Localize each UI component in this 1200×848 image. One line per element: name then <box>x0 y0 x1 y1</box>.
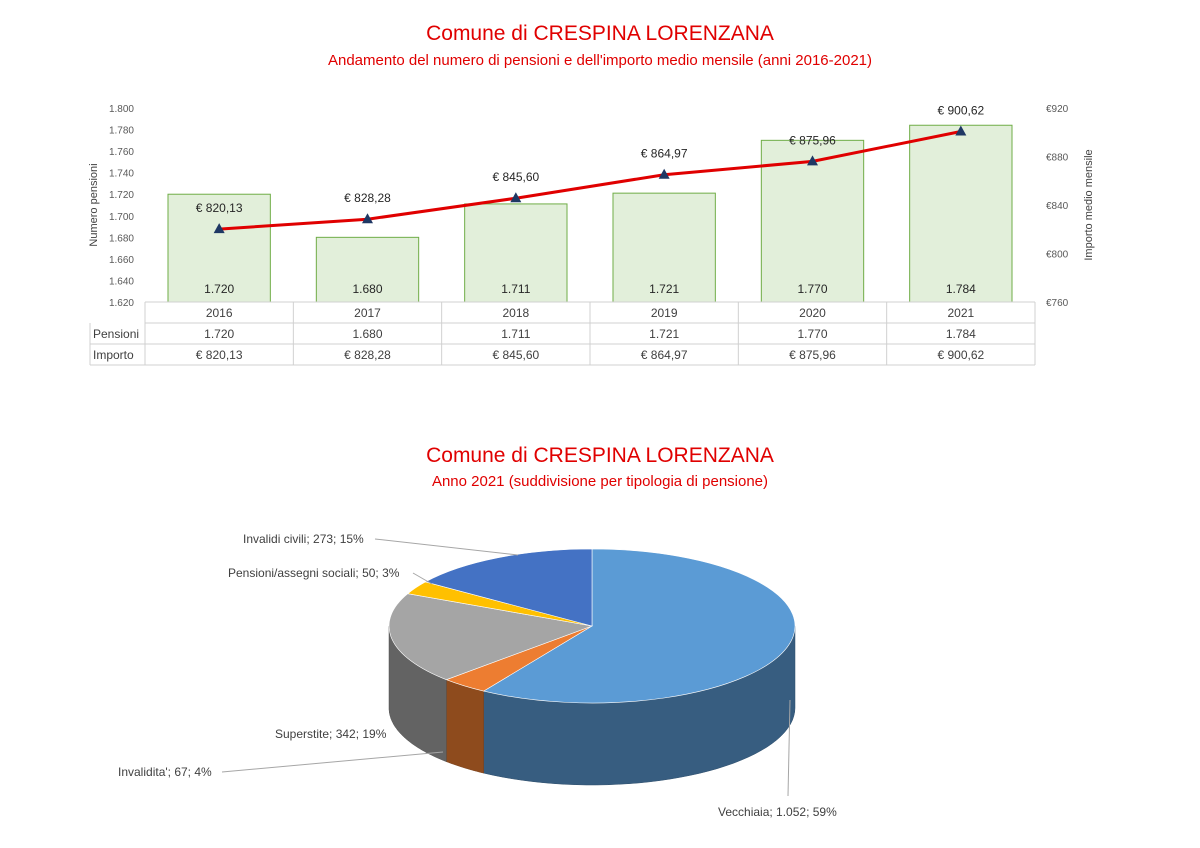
bar <box>315 236 420 303</box>
pie-slice-label: Pensioni/assegni sociali; 50; 3% <box>228 566 400 580</box>
table-cell: € 875,96 <box>789 348 836 362</box>
y-tick-label: 1.740 <box>109 169 134 180</box>
table-cell: € 900,62 <box>937 348 984 362</box>
line-value-label: € 875,96 <box>789 133 836 147</box>
combo-chart: 1.620 1.640 1.660 1.680 1.700 1.720 1.740 1.760… <box>88 103 1095 366</box>
pie-subtitle: Anno 2021 (suddivisione per tipologia di… <box>431 473 769 490</box>
table-row-label: Importo <box>93 348 134 362</box>
x-tick-label: 2018 <box>502 306 529 320</box>
table-cell: 1.784 <box>946 327 976 341</box>
line-marker <box>955 125 967 136</box>
line-marker <box>658 168 670 179</box>
line-marker <box>362 213 373 224</box>
y-tick-label: 1.700 <box>109 212 134 223</box>
line-value-label: € 864,97 <box>641 147 688 161</box>
pie-slice-label: Superstite; 342; 19% <box>275 727 387 741</box>
pie-slice-side <box>446 679 484 774</box>
x-tick-label: 2020 <box>799 306 826 320</box>
pie-slice <box>424 548 593 627</box>
pie-slice <box>482 548 796 704</box>
table-row-label: Pensioni <box>93 327 139 341</box>
bar-value-label: 1.711 <box>501 282 530 296</box>
y-tick-label: 1.800 <box>109 104 134 115</box>
bar-value-label: 1.770 <box>797 282 827 296</box>
pie-leader-line <box>374 538 519 556</box>
table-cell: 1.711 <box>501 327 530 341</box>
line-marker <box>807 155 818 166</box>
y-axis-label: Numero pensioni <box>88 163 100 246</box>
pie-slice-label: Invalidita'; 67; 4% <box>118 765 212 779</box>
bar-value-label: 1.720 <box>204 282 234 296</box>
y-tick-label: 1.660 <box>109 255 134 266</box>
y2-axis-label: Importo medio mensile <box>1083 149 1095 260</box>
y-tick-label: 1.780 <box>109 126 134 137</box>
chart-subtitle: Andamento del numero di pensioni e dell'… <box>327 52 873 69</box>
pie-leader-line <box>412 572 433 585</box>
table-cell: € 864,97 <box>641 348 688 362</box>
y-tick-label: 1.640 <box>109 276 134 287</box>
bar <box>760 139 865 303</box>
pie-slice-side <box>483 625 796 786</box>
chart-title: Comune di CRESPINA LORENZANA <box>426 22 774 45</box>
y2-tick-label: €760 <box>1046 298 1069 309</box>
y2-tick-label: €800 <box>1046 250 1069 261</box>
y-tick-label: 1.680 <box>109 233 134 244</box>
y2-tick-label: €840 <box>1046 201 1069 212</box>
table-cell: 1.680 <box>352 327 382 341</box>
line-series <box>219 130 962 231</box>
pie-slice <box>445 625 593 692</box>
table-cell: 1.721 <box>649 327 679 341</box>
table-cell: 1.770 <box>797 327 827 341</box>
y2-tick-label: €920 <box>1046 104 1069 115</box>
bar-value-label: 1.784 <box>946 282 976 296</box>
x-tick-label: 2021 <box>947 306 974 320</box>
bar-value-label: 1.680 <box>352 282 382 296</box>
bar <box>167 193 271 303</box>
line-value-label: € 900,62 <box>937 103 984 117</box>
line-marker <box>510 192 522 203</box>
line-value-label: € 828,28 <box>344 191 391 205</box>
y-tick-label: 1.620 <box>109 298 134 309</box>
line-value-label: € 845,60 <box>492 170 539 184</box>
bar <box>909 124 1013 303</box>
pie-leader-line <box>787 699 791 797</box>
bar <box>612 192 716 303</box>
y-tick-label: 1.720 <box>109 190 134 201</box>
pie-title: Comune di CRESPINA LORENZANA <box>426 444 774 467</box>
table-cell: 1.720 <box>204 327 234 341</box>
line-marker <box>213 223 225 234</box>
y2-tick-label: €880 <box>1046 153 1069 164</box>
bar <box>464 203 568 303</box>
table-cell: € 845,60 <box>492 348 539 362</box>
x-tick-label: 2017 <box>354 306 381 320</box>
bar-value-label: 1.721 <box>649 282 679 296</box>
pie-leader-line <box>221 751 444 773</box>
line-value-label: € 820,13 <box>196 201 243 215</box>
pie-slice-side <box>388 626 447 763</box>
y-tick-label: 1.760 <box>109 147 134 158</box>
x-tick-label: 2019 <box>651 306 678 320</box>
pie-slice <box>388 593 594 681</box>
pie-slice <box>407 581 593 627</box>
table-cell: € 828,28 <box>344 348 391 362</box>
table-cell: € 820,13 <box>196 348 243 362</box>
pie-slice-label: Invalidi civili; 273; 15% <box>243 532 364 546</box>
pie-slice-label: Vecchiaia; 1.052; 59% <box>718 805 837 819</box>
x-tick-label: 2016 <box>206 306 233 320</box>
